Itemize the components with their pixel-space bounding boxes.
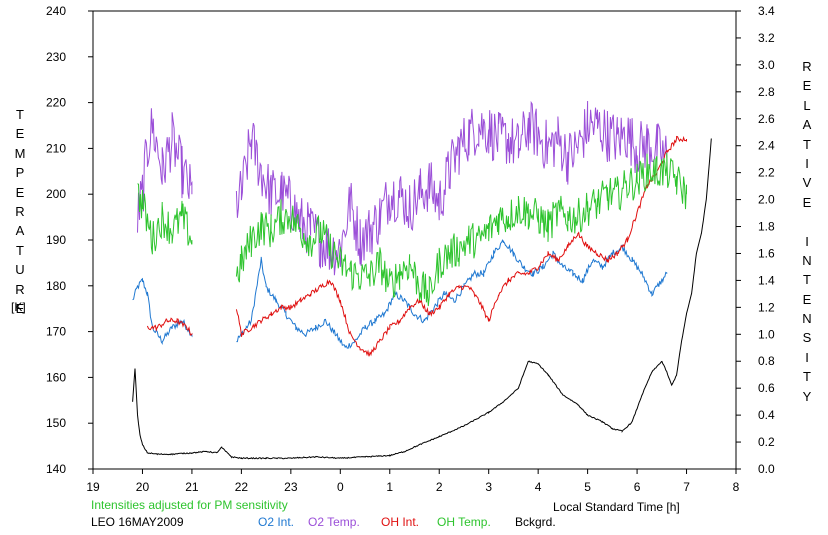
- x-axis-label: Local Standard Time [h]: [553, 500, 680, 514]
- adjustment-note: Intensities adjusted for PM sensitivity: [91, 498, 288, 512]
- y-right-tick-label: 1.0: [758, 327, 775, 341]
- x-tick-label: 2: [436, 480, 443, 494]
- series-o2-temp-line: [137, 108, 193, 233]
- x-tick-label: 0: [337, 480, 344, 494]
- y-left-tick-label: 240: [46, 4, 66, 18]
- y-left-tick-label: 170: [46, 325, 66, 339]
- x-tick-label: 22: [235, 480, 249, 494]
- y-right-tick-label: 2.4: [758, 139, 775, 153]
- x-tick-label: 19: [86, 480, 100, 494]
- x-tick-label: 5: [584, 480, 591, 494]
- y-left-tick-label: 210: [46, 141, 66, 155]
- y-left-tick-label: 220: [46, 96, 66, 110]
- series-oh-temp-line: [235, 152, 687, 307]
- series-bckgrd-line: [132, 138, 712, 460]
- x-axis: 19 20 21 22 23 0 1 2 3 4 5 6 7 8: [86, 469, 740, 494]
- y-left-axis: 140 150 160 170 180 190 200 210 220 230 240: [46, 4, 93, 476]
- y-right-tick-label: 0.6: [758, 381, 775, 395]
- y-right-tick-label: 2.6: [758, 112, 775, 126]
- y-right-tick-label: 1.2: [758, 300, 775, 314]
- y-right-tick-label: 0.0: [758, 462, 775, 476]
- y-left-axis-unit: [K]: [11, 300, 26, 314]
- x-tick-label: 7: [683, 480, 690, 494]
- series-o2-int-line: [132, 277, 193, 346]
- y-left-tick-label: 160: [46, 370, 66, 384]
- series-o2-temp-line: [235, 100, 668, 276]
- x-tick-label: 21: [185, 480, 199, 494]
- y-right-tick-label: 1.4: [758, 273, 775, 287]
- y-right-tick-label: 0.8: [758, 354, 775, 368]
- x-tick-label: 20: [136, 480, 150, 494]
- y-left-tick-label: 140: [46, 462, 66, 476]
- y-left-tick-label: 230: [46, 50, 66, 64]
- x-tick-label: 3: [485, 480, 492, 494]
- y-right-tick-label: 1.6: [758, 246, 775, 260]
- y-left-tick-label: 150: [46, 416, 66, 430]
- y-right-tick-label: 3.4: [758, 4, 775, 18]
- y-right-tick-label: 3.2: [758, 31, 775, 45]
- y-left-tick-label: 200: [46, 187, 66, 201]
- x-tick-label: 8: [733, 480, 740, 494]
- y-right-tick-label: 0.2: [758, 435, 775, 449]
- series-o2-int-line: [236, 239, 668, 349]
- y-right-tick-label: 1.8: [758, 220, 775, 234]
- y-left-tick-label: 190: [46, 233, 66, 247]
- series-oh-temp-line: [137, 183, 193, 255]
- x-tick-label: 6: [634, 480, 641, 494]
- x-tick-label: 23: [284, 480, 298, 494]
- legend-o2-int: O2 Int.: [258, 515, 295, 529]
- legend-oh-int: OH Int.: [381, 515, 420, 529]
- y-right-tick-label: 2.0: [758, 193, 775, 207]
- series-oh-int-line: [235, 135, 687, 357]
- station-date: LEO 16MAY2009: [91, 515, 184, 529]
- y-right-tick-label: 3.0: [758, 58, 775, 72]
- legend-o2-temp: O2 Temp.: [308, 515, 360, 529]
- x-tick-label: 4: [535, 480, 542, 494]
- legend-bckgrd: Bckgrd.: [515, 515, 556, 529]
- y-right-tick-label: 0.4: [758, 408, 775, 422]
- y-left-tick-label: 180: [46, 279, 66, 293]
- series-layer: [132, 100, 712, 460]
- y-right-tick-label: 2.2: [758, 166, 775, 180]
- x-tick-label: 1: [386, 480, 393, 494]
- legend-oh-temp: OH Temp.: [437, 515, 491, 529]
- y-right-axis: 0.0 0.2 0.4 0.6 0.8 1.0 1.2 1.4 1.6 1.8 2.0 2.2 2.4 2…: [736, 4, 775, 476]
- y-right-tick-label: 2.8: [758, 85, 775, 99]
- series-oh-int-line: [146, 317, 193, 337]
